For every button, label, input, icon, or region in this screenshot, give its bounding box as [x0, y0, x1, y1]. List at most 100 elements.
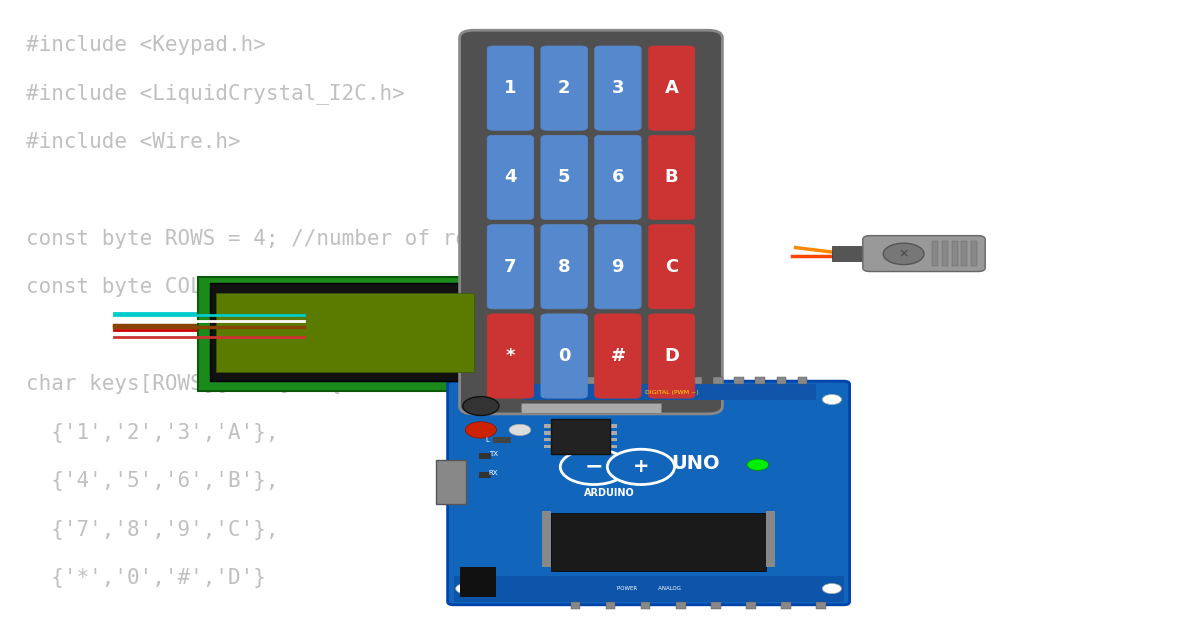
Bar [766, 535, 775, 539]
Bar [479, 452, 491, 459]
FancyBboxPatch shape [487, 135, 534, 220]
Bar [551, 513, 766, 571]
Text: 8: 8 [558, 258, 570, 276]
Text: −: − [584, 457, 604, 477]
FancyBboxPatch shape [541, 314, 588, 398]
Bar [482, 294, 485, 371]
Text: D: D [664, 347, 679, 365]
Bar [492, 294, 494, 371]
Bar [766, 512, 775, 516]
Bar [671, 377, 680, 384]
Bar [942, 241, 948, 266]
Bar [766, 515, 775, 520]
Circle shape [822, 394, 841, 404]
Bar [766, 558, 775, 563]
Bar [798, 377, 808, 384]
FancyBboxPatch shape [595, 135, 641, 220]
Bar [816, 602, 826, 609]
Bar [692, 377, 702, 384]
Bar [610, 445, 617, 449]
Bar [516, 294, 518, 371]
Text: POWER            ANALOG: POWER ANALOG [617, 586, 680, 591]
Bar [766, 562, 775, 566]
Bar [776, 377, 786, 384]
Text: 6: 6 [612, 168, 624, 186]
Bar [544, 424, 551, 428]
Text: {'*','0','#','D'}: {'*','0','#','D'} [26, 568, 266, 588]
FancyBboxPatch shape [487, 225, 534, 309]
Bar [971, 241, 977, 266]
Bar [544, 431, 551, 435]
Text: *: * [505, 347, 515, 365]
Text: UNO: UNO [671, 454, 720, 473]
Text: 3: 3 [612, 79, 624, 97]
Text: RX: RX [488, 471, 498, 476]
Text: const byte COLS = 4; //number of columns in the keypad: const byte COLS = 4; //number of columns… [26, 277, 708, 297]
Bar [766, 546, 775, 551]
Bar [746, 602, 756, 609]
Bar [571, 602, 581, 609]
Text: #include <Wire.h>: #include <Wire.h> [26, 132, 241, 152]
Circle shape [883, 243, 924, 265]
Text: A: A [665, 79, 678, 97]
Bar [541, 546, 551, 551]
FancyBboxPatch shape [460, 30, 722, 414]
Bar [523, 377, 533, 384]
Bar [541, 515, 551, 520]
Text: TX: TX [488, 451, 498, 457]
Bar [961, 241, 967, 266]
Bar [544, 445, 551, 449]
Bar [512, 294, 515, 371]
Text: +: + [632, 457, 649, 476]
Text: #include <Keypad.h>: #include <Keypad.h> [26, 35, 266, 55]
Text: 9: 9 [612, 258, 624, 276]
Bar [541, 539, 551, 543]
Bar [529, 294, 532, 371]
Bar [523, 294, 526, 371]
FancyBboxPatch shape [487, 46, 534, 130]
Bar [713, 377, 722, 384]
FancyBboxPatch shape [648, 225, 695, 309]
Bar [766, 554, 775, 559]
Text: C: C [665, 258, 678, 276]
Bar [499, 294, 502, 371]
Bar [490, 294, 492, 371]
Bar [541, 512, 551, 516]
Text: 0: 0 [558, 347, 570, 365]
Bar [766, 527, 775, 531]
Bar [734, 377, 744, 384]
Bar [541, 531, 551, 536]
Text: {'7','8','9','C'},: {'7','8','9','C'}, [26, 520, 278, 540]
Text: B: B [665, 168, 678, 186]
Text: {'4','5','6','B'},: {'4','5','6','B'}, [26, 471, 278, 491]
Bar [523, 384, 816, 400]
FancyBboxPatch shape [863, 236, 985, 272]
Bar [641, 602, 650, 609]
FancyBboxPatch shape [595, 46, 641, 130]
Circle shape [746, 459, 768, 471]
Bar [496, 294, 498, 371]
Bar [541, 535, 551, 539]
Text: 4: 4 [504, 168, 517, 186]
Text: const byte ROWS = 4; //number of rows in the keypad: const byte ROWS = 4; //number of rows in… [26, 229, 671, 249]
Text: char keys[ROWS][COLS] = {: char keys[ROWS][COLS] = { [26, 374, 342, 394]
Bar [587, 377, 596, 384]
Text: DIGITAL (PWM ~): DIGITAL (PWM ~) [646, 390, 698, 394]
Text: ×: × [899, 248, 908, 260]
Bar [566, 377, 576, 384]
Bar [766, 551, 775, 555]
Circle shape [466, 421, 497, 438]
FancyBboxPatch shape [595, 225, 641, 309]
Bar [492, 437, 511, 443]
Bar [766, 531, 775, 536]
Bar [710, 602, 720, 609]
Bar [503, 294, 505, 371]
Bar [608, 377, 618, 384]
FancyBboxPatch shape [648, 135, 695, 220]
Text: {'1','2','3','A'},: {'1','2','3','A'}, [26, 423, 278, 443]
Bar [533, 294, 535, 371]
Text: 5: 5 [558, 168, 570, 186]
Bar [479, 472, 491, 478]
Bar [766, 542, 775, 547]
FancyBboxPatch shape [448, 381, 850, 605]
